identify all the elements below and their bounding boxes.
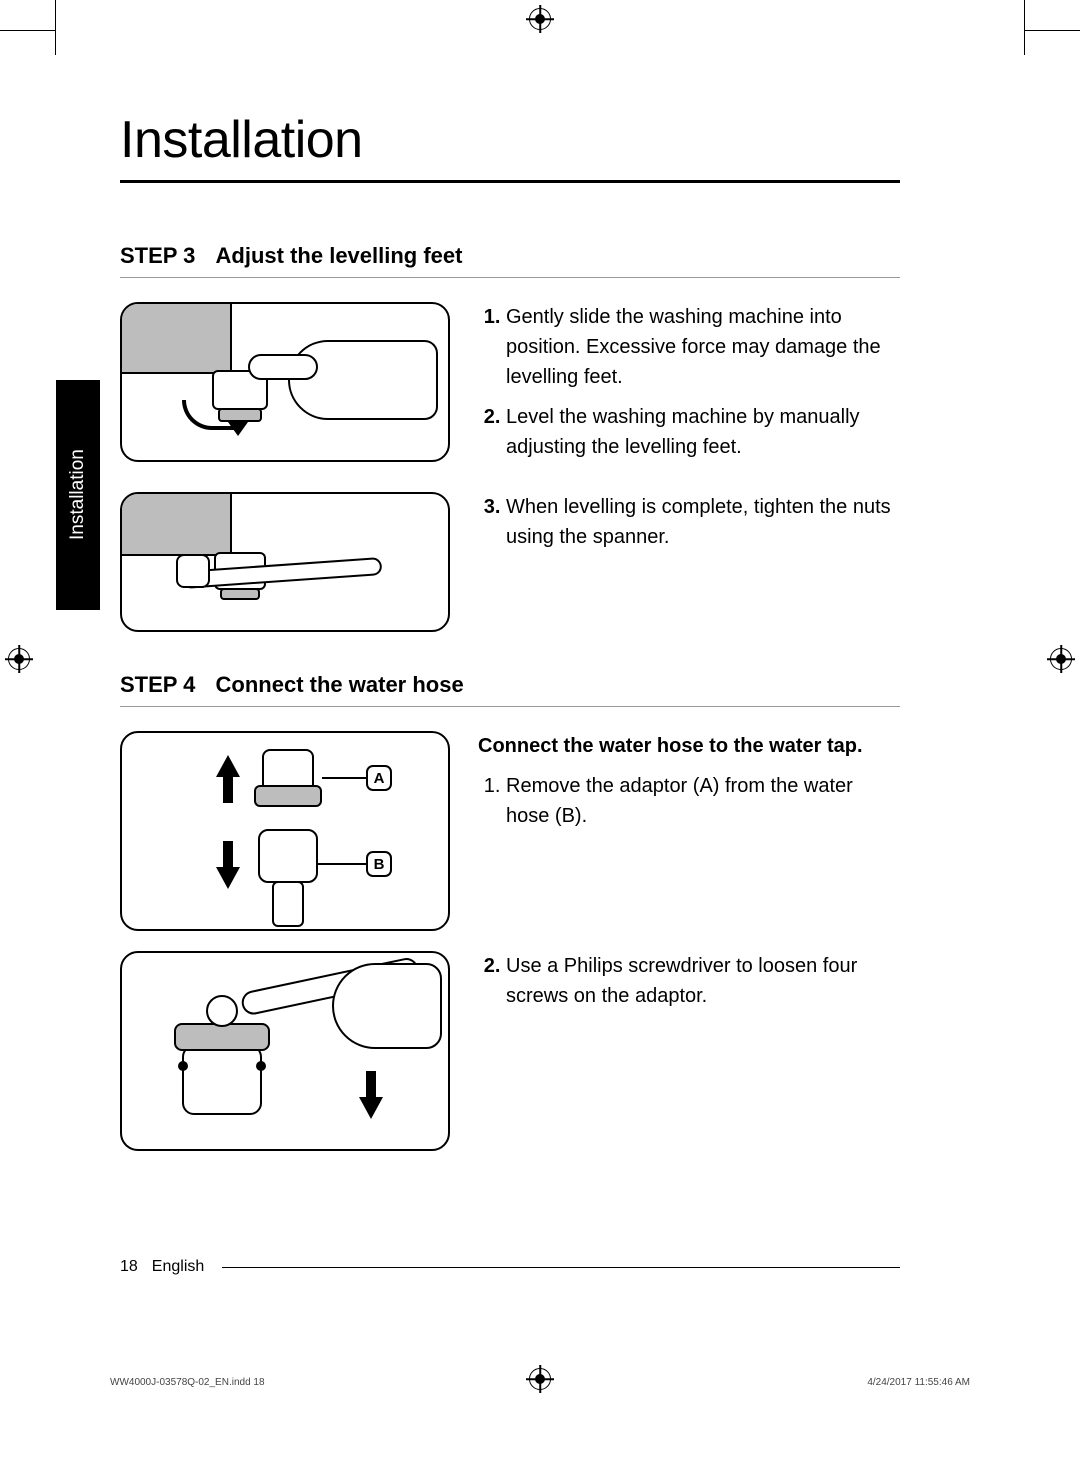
- figure-hose-loosen: [120, 951, 450, 1151]
- step3-item-2: Level the washing machine by manually ad…: [506, 402, 900, 462]
- callout-a: A: [366, 765, 392, 791]
- step4-title: Connect the water hose: [216, 672, 464, 697]
- crop-mark: [1025, 30, 1080, 31]
- step3-item-3: When levelling is complete, tighten the …: [506, 492, 900, 552]
- step4-header: STEP 4 Connect the water hose: [120, 672, 900, 707]
- step3-row2: When levelling is complete, tighten the …: [120, 492, 900, 632]
- crop-mark: [0, 30, 55, 31]
- registration-mark: [8, 648, 30, 670]
- footer-rule: [222, 1267, 900, 1268]
- page-content: Installation STEP 3 Adjust the levelling…: [120, 110, 900, 1171]
- figure-levelling-tighten: [120, 492, 450, 632]
- step4-item-1: Remove the adaptor (A) from the water ho…: [506, 771, 900, 831]
- step4-label: STEP 4: [120, 672, 195, 697]
- callout-b: B: [366, 851, 392, 877]
- side-tab-installation: Installation: [56, 380, 100, 610]
- step3-instructions-a: Gently slide the washing machine into po…: [478, 302, 900, 472]
- step4-item-2: Use a Philips screwdriver to loosen four…: [506, 951, 900, 1011]
- step4-instructions-b: Use a Philips screwdriver to loosen four…: [478, 951, 900, 1151]
- crop-mark: [1024, 0, 1025, 55]
- figure-hose-separate: A B: [120, 731, 450, 931]
- step3-instructions-b: When levelling is complete, tighten the …: [478, 492, 900, 632]
- step3-item-1: Gently slide the washing machine into po…: [506, 302, 900, 392]
- figure-levelling-adjust: [120, 302, 450, 462]
- page-language: English: [152, 1258, 204, 1276]
- print-meta-file: WW4000J-03578Q-02_EN.indd 18: [110, 1377, 265, 1388]
- step4-subhead: Connect the water hose to the water tap.: [478, 731, 900, 761]
- page-footer: 18 English: [120, 1258, 900, 1276]
- registration-mark: [529, 8, 551, 30]
- page-title: Installation: [120, 110, 900, 183]
- registration-mark: [1050, 648, 1072, 670]
- step3-label: STEP 3: [120, 243, 195, 268]
- step4-instructions-a: Connect the water hose to the water tap.…: [478, 731, 900, 931]
- print-meta-timestamp: 4/24/2017 11:55:46 AM: [867, 1377, 970, 1388]
- step3-title: Adjust the levelling feet: [216, 243, 463, 268]
- step4-row2: Use a Philips screwdriver to loosen four…: [120, 951, 900, 1151]
- page-number: 18: [120, 1258, 138, 1276]
- step3-header: STEP 3 Adjust the levelling feet: [120, 243, 900, 278]
- step3-row1: Gently slide the washing machine into po…: [120, 302, 900, 472]
- crop-mark: [55, 0, 56, 55]
- registration-mark: [529, 1368, 551, 1390]
- step4-row1: A B Connect the water hose to the water …: [120, 731, 900, 931]
